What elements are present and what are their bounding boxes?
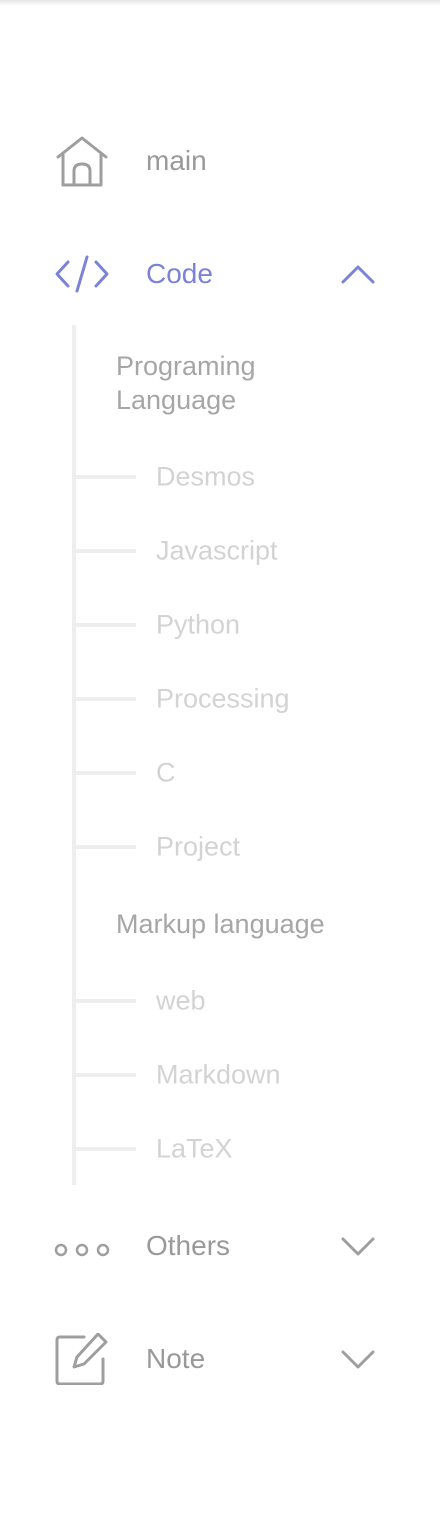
more-dots-icon	[54, 1243, 110, 1257]
nav-label-note: Note	[146, 1343, 206, 1374]
tree-connector	[76, 771, 136, 775]
nav-label-main: main	[146, 145, 207, 176]
tree-connector	[76, 1073, 136, 1077]
tree-connector	[76, 697, 136, 701]
sub-item-label: web	[156, 985, 206, 1016]
top-shadow	[0, 0, 440, 6]
chevron-down-icon[interactable]	[340, 1232, 376, 1260]
nav-item-code[interactable]: Code	[0, 244, 440, 304]
sub-item-c[interactable]: C	[72, 748, 440, 798]
tree-connector	[76, 475, 136, 479]
sub-item-markdown[interactable]: Markdown	[72, 1050, 440, 1100]
group-label-markup: Markup language	[116, 909, 325, 939]
tree-connector	[76, 623, 136, 627]
tree-connector	[76, 1147, 136, 1151]
tree-connector	[76, 845, 136, 849]
code-icon	[55, 255, 109, 293]
nav-item-main[interactable]: main	[0, 131, 440, 191]
sub-item-label: Javascript	[156, 535, 278, 566]
nav-label-others: Others	[146, 1230, 231, 1261]
sub-item-label: Project	[156, 831, 241, 862]
sub-item-label: C	[156, 757, 176, 788]
nav-label-code: Code	[146, 258, 213, 289]
sub-item-label: Desmos	[156, 461, 256, 492]
home-icon	[56, 136, 108, 187]
chevron-down-icon[interactable]	[340, 1345, 376, 1373]
sub-item-label: Markdown	[156, 1059, 281, 1090]
tree-line	[72, 325, 76, 1185]
sub-item-label: Processing	[156, 683, 290, 714]
sub-item-latex[interactable]: LaTeX	[72, 1124, 440, 1174]
sub-item-web[interactable]: web	[72, 976, 440, 1026]
nav-item-note[interactable]: Note	[0, 1329, 440, 1389]
sub-item-desmos[interactable]: Desmos	[72, 452, 440, 502]
group-label-programming: Programing Language	[116, 351, 256, 415]
sub-item-project[interactable]: Project	[72, 822, 440, 872]
sub-item-python[interactable]: Python	[72, 600, 440, 650]
sub-item-javascript[interactable]: Javascript	[72, 526, 440, 576]
tree-connector	[76, 999, 136, 1003]
nav-item-others[interactable]: Others	[0, 1216, 440, 1276]
tree-connector	[76, 549, 136, 553]
chevron-up-icon[interactable]	[340, 260, 376, 288]
sub-item-label: LaTeX	[156, 1133, 233, 1164]
edit-note-icon	[55, 1333, 108, 1385]
sub-item-label: Python	[156, 609, 241, 640]
sub-item-processing[interactable]: Processing	[72, 674, 440, 724]
